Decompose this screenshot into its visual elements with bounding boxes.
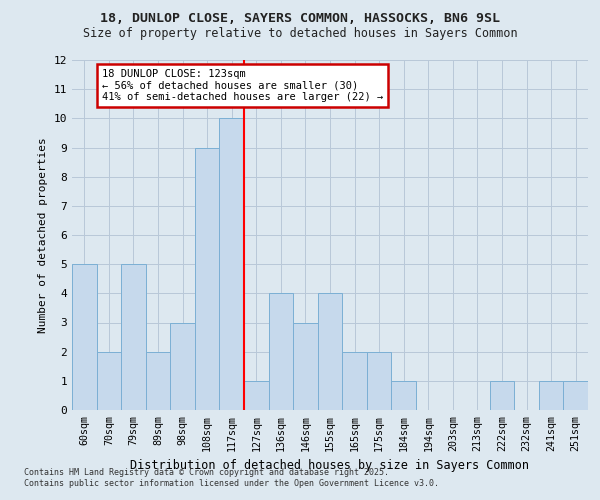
Bar: [490, 381, 514, 410]
Text: Size of property relative to detached houses in Sayers Common: Size of property relative to detached ho…: [83, 28, 517, 40]
Bar: [170, 322, 195, 410]
Bar: [342, 352, 367, 410]
X-axis label: Distribution of detached houses by size in Sayers Common: Distribution of detached houses by size …: [131, 459, 530, 472]
Bar: [367, 352, 391, 410]
Text: Contains HM Land Registry data © Crown copyright and database right 2025.
Contai: Contains HM Land Registry data © Crown c…: [24, 468, 439, 487]
Y-axis label: Number of detached properties: Number of detached properties: [38, 137, 48, 333]
Bar: [269, 294, 293, 410]
Text: 18 DUNLOP CLOSE: 123sqm
← 56% of detached houses are smaller (30)
41% of semi-de: 18 DUNLOP CLOSE: 123sqm ← 56% of detache…: [102, 69, 383, 102]
Bar: [318, 294, 342, 410]
Bar: [121, 264, 146, 410]
Bar: [72, 264, 97, 410]
Bar: [195, 148, 220, 410]
Text: 18, DUNLOP CLOSE, SAYERS COMMON, HASSOCKS, BN6 9SL: 18, DUNLOP CLOSE, SAYERS COMMON, HASSOCK…: [100, 12, 500, 25]
Bar: [146, 352, 170, 410]
Bar: [220, 118, 244, 410]
Bar: [391, 381, 416, 410]
Bar: [244, 381, 269, 410]
Bar: [293, 322, 318, 410]
Bar: [539, 381, 563, 410]
Bar: [97, 352, 121, 410]
Bar: [563, 381, 588, 410]
